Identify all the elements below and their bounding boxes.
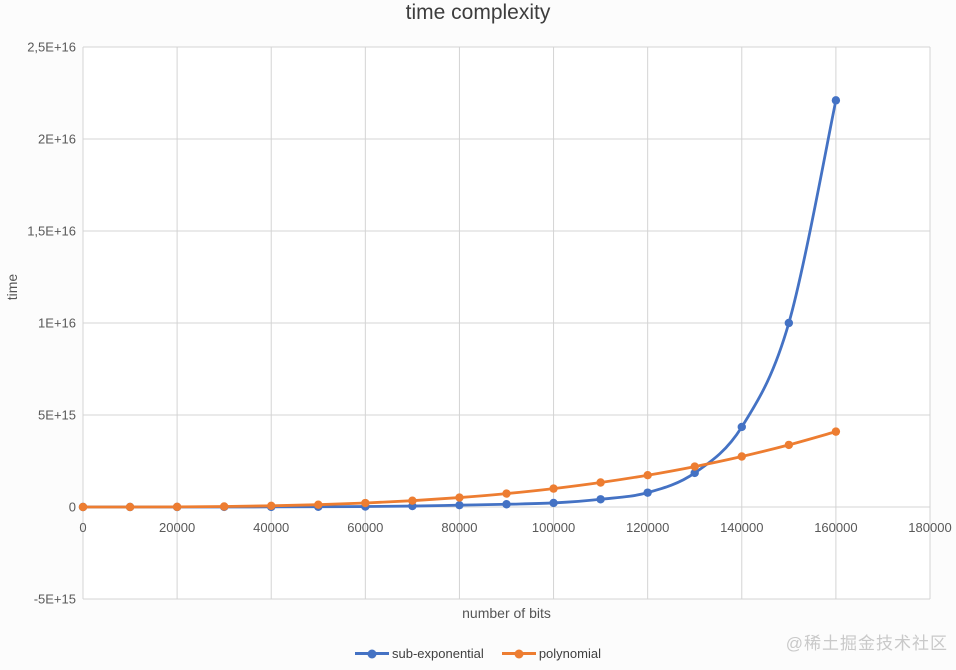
legend: sub-exponential polynomial <box>0 646 956 661</box>
data-point-polynomial <box>643 471 652 480</box>
data-point-sub-exponential <box>596 495 605 504</box>
x-tick-label: 20000 <box>159 520 195 535</box>
legend-label: sub-exponential <box>392 646 484 661</box>
data-point-polynomial <box>125 502 135 512</box>
data-point-polynomial <box>831 427 841 436</box>
y-tick-label: 5E+15 <box>38 408 76 423</box>
x-tick-label: 180000 <box>908 520 951 535</box>
line-marker-icon <box>355 649 390 658</box>
data-point-sub-exponential <box>549 498 558 508</box>
data-point-polynomial <box>78 502 88 512</box>
data-point-polynomial <box>408 496 417 505</box>
y-tick-label: 0 <box>69 500 76 515</box>
data-point-sub-exponential <box>455 500 464 510</box>
y-tick-label: 2,5E+16 <box>27 40 76 55</box>
line-marker-icon <box>501 649 536 658</box>
x-tick-label: 160000 <box>814 520 857 535</box>
data-point-polynomial <box>784 440 794 450</box>
data-point-polynomial <box>737 452 746 461</box>
data-point-polynomial <box>172 502 182 512</box>
y-tick-label: 1E+16 <box>38 316 76 331</box>
watermark: @稀土掘金技术社区 <box>785 634 948 653</box>
x-tick-label: 80000 <box>441 520 477 535</box>
y-tick-label: 1,5E+16 <box>27 224 76 239</box>
legend-label: polynomial <box>538 646 601 661</box>
x-tick-label: 120000 <box>626 520 669 535</box>
data-point-polynomial <box>690 462 699 471</box>
data-point-sub-exponential <box>690 468 699 478</box>
data-point-polynomial <box>267 501 276 511</box>
data-point-polynomial <box>502 489 511 498</box>
data-point-polynomial <box>219 502 229 511</box>
x-tick-label: 60000 <box>347 520 383 535</box>
legend-dot-icon <box>367 649 377 658</box>
y-tick-label: -5E+15 <box>34 592 76 607</box>
data-point-sub-exponential <box>643 488 652 497</box>
x-tick-label: 100000 <box>532 520 575 535</box>
legend-item-polynomial: polynomial <box>501 646 601 661</box>
data-point-polynomial <box>549 484 558 493</box>
x-axis-title: number of bits <box>462 605 551 621</box>
data-point-polynomial <box>361 498 370 508</box>
data-point-sub-exponential <box>502 500 511 509</box>
x-tick-label: 0 <box>79 520 86 535</box>
data-point-sub-exponential <box>784 318 794 328</box>
chart-title: time complexity <box>405 1 551 24</box>
legend-item-sub-exponential: sub-exponential <box>355 646 484 661</box>
data-point-polynomial <box>314 500 323 509</box>
x-tick-label: 140000 <box>720 520 763 535</box>
data-point-sub-exponential <box>831 96 841 105</box>
data-point-polynomial <box>455 493 464 502</box>
data-point-polynomial <box>596 478 605 487</box>
data-point-sub-exponential <box>737 422 746 432</box>
x-tick-label: 40000 <box>253 520 289 535</box>
y-tick-label: 2E+16 <box>38 132 76 147</box>
legend-dot-icon <box>514 649 524 658</box>
